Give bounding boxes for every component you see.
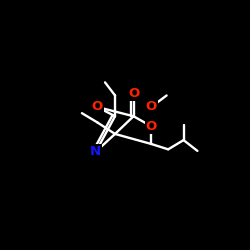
Text: O: O xyxy=(92,100,103,114)
Text: N: N xyxy=(90,145,101,158)
Text: O: O xyxy=(146,120,157,133)
Text: O: O xyxy=(146,100,157,114)
Text: O: O xyxy=(128,87,139,100)
